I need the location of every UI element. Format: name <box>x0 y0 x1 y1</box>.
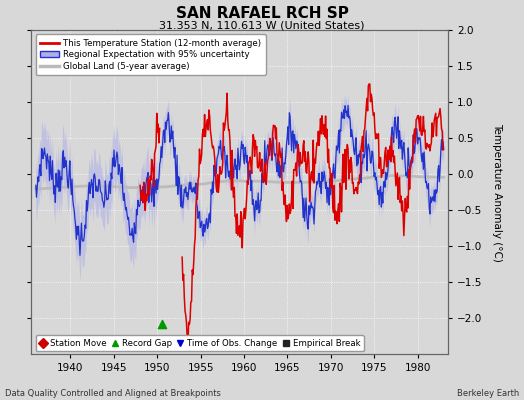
Point <box>157 320 166 327</box>
Legend: Station Move, Record Gap, Time of Obs. Change, Empirical Break: Station Move, Record Gap, Time of Obs. C… <box>36 336 364 351</box>
Y-axis label: Temperature Anomaly (°C): Temperature Anomaly (°C) <box>492 122 502 262</box>
Text: 31.353 N, 110.613 W (United States): 31.353 N, 110.613 W (United States) <box>159 20 365 30</box>
Text: Berkeley Earth: Berkeley Earth <box>456 389 519 398</box>
Text: Data Quality Controlled and Aligned at Breakpoints: Data Quality Controlled and Aligned at B… <box>5 389 221 398</box>
Text: SAN RAFAEL RCH SP: SAN RAFAEL RCH SP <box>176 6 348 21</box>
